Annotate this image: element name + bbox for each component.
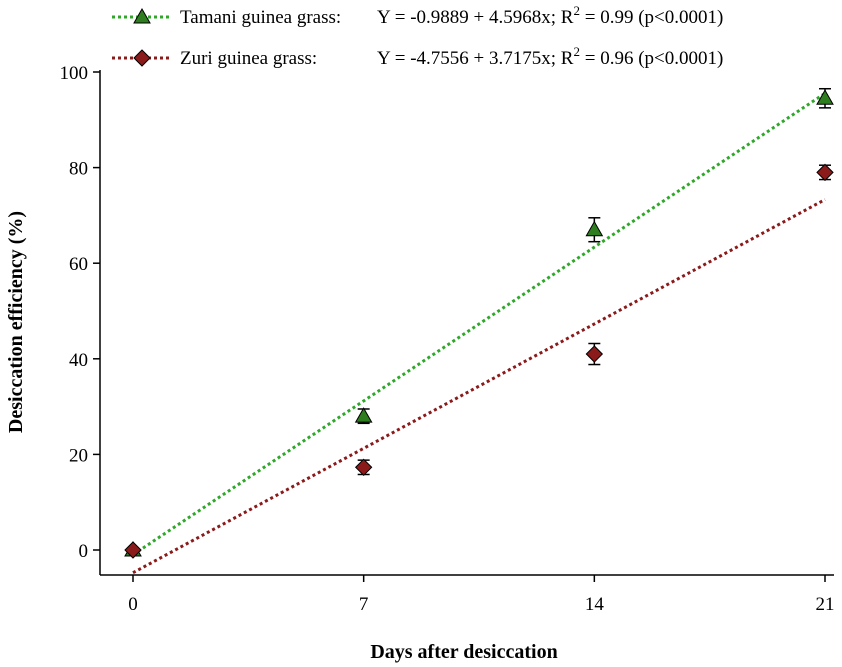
- zuri-legend-label: Zuri guinea grass:: [180, 48, 317, 69]
- y-tick-label: 60: [69, 254, 88, 275]
- tamani-legend-label: Tamani guinea grass:: [180, 7, 341, 28]
- tamani-legend-equation: Y = -0.9889 + 4.5968x; R2 = 0.99 (p<0.00…: [377, 3, 723, 28]
- x-tick-label: 0: [128, 594, 138, 615]
- fit-lines: [132, 92, 826, 575]
- tamani-fit-line: [132, 92, 826, 556]
- x-tick-label: 21: [816, 594, 835, 615]
- y-tick-label: 40: [69, 350, 88, 371]
- zuri-fit-line: [132, 198, 826, 575]
- tamani-point: [816, 89, 834, 105]
- x-tick-label: 14: [585, 594, 605, 615]
- zuri-point: [816, 163, 834, 182]
- tamani-legend-marker: [133, 7, 151, 24]
- y-tick-label: 80: [69, 159, 88, 180]
- tamani-point: [585, 220, 604, 237]
- axes: 0 20 40 60 80 100 0 7 14 21: [60, 63, 835, 615]
- zuri-point: [124, 541, 142, 559]
- data-points: [124, 87, 834, 559]
- zuri-legend-marker: [133, 49, 151, 67]
- zuri-legend-equation: Y = -4.7556 + 3.7175x; R2 = 0.96 (p<0.00…: [377, 44, 723, 69]
- x-axis-title: Days after desiccation: [370, 641, 557, 663]
- x-tick-label: 7: [359, 594, 369, 615]
- y-axis-title: Desiccation efficiency (%): [5, 211, 27, 433]
- y-tick-label: 100: [60, 63, 89, 84]
- tamani-point: [354, 407, 373, 423]
- legend: Tamani guinea grass: Y = -0.9889 + 4.5968…: [112, 3, 723, 69]
- y-tick-label: 0: [79, 541, 89, 562]
- y-tick-label: 20: [69, 445, 88, 466]
- zuri-point: [354, 458, 373, 477]
- zuri-point: [585, 345, 604, 363]
